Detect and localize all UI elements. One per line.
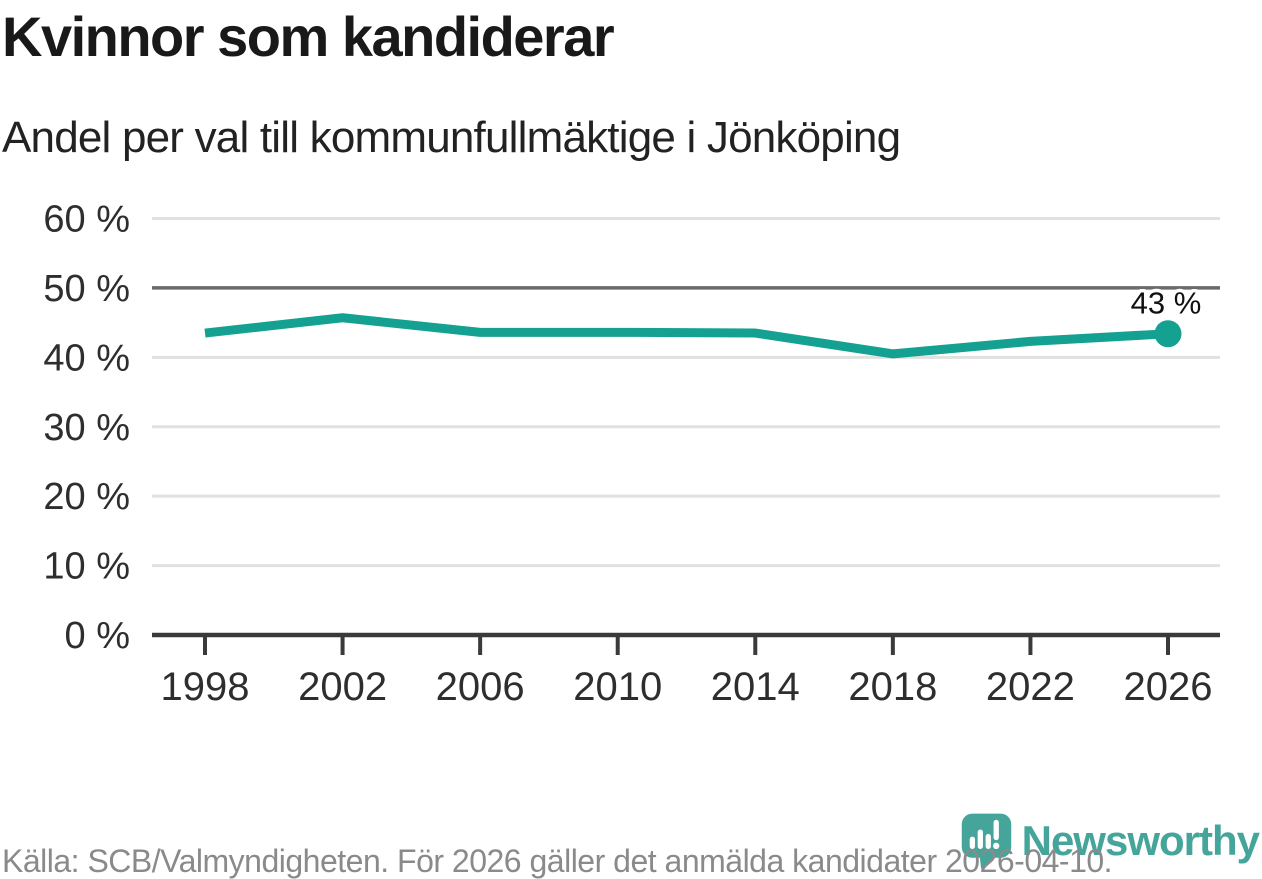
- y-tick-labels: 0 % 10 % 20 % 30 % 40 % 50 % 60 %: [43, 199, 130, 658]
- data-series: [204, 313, 1169, 359]
- x-tick-label: 2022: [986, 665, 1075, 709]
- x-tick-label: 2018: [848, 665, 937, 709]
- newsworthy-logo: Newsworthy: [960, 811, 1260, 871]
- x-tick-label: 2014: [711, 665, 800, 709]
- y-tick-label: 0 %: [65, 615, 130, 657]
- y-gridlines: [152, 217, 1220, 638]
- newsworthy-pin-barchart-icon: [960, 811, 1013, 871]
- chart-subtitle: Andel per val till kommunfullmäktige i J…: [2, 113, 901, 162]
- x-tick-label: 2002: [298, 665, 387, 709]
- newsworthy-wordmark: Newsworthy: [1021, 817, 1260, 864]
- y-tick-label: 30 %: [43, 407, 130, 449]
- end-point: 43 %: [1127, 282, 1205, 348]
- x-ticks: [203, 635, 1170, 655]
- x-tick-labels: 1998 2002 2006 2010 2014 2018 2022 2026: [161, 665, 1213, 709]
- y-tick-label: 50 %: [43, 268, 130, 310]
- x-tick-label: 1998: [161, 665, 250, 709]
- end-point-marker: [1154, 320, 1182, 348]
- end-value-label: 43 %: [1131, 286, 1202, 321]
- x-tick-label: 2010: [573, 665, 662, 709]
- y-tick-label: 40 %: [43, 337, 130, 379]
- chart-title: Kvinnor som kandiderar: [2, 5, 615, 68]
- x-tick-label: 2006: [436, 665, 525, 709]
- x-tick-label: 2026: [1124, 665, 1213, 709]
- source-text: Källa: SCB/Valmyndigheten. För 2026 gäll…: [2, 843, 1113, 879]
- y-tick-label: 20 %: [43, 476, 130, 518]
- y-tick-label: 10 %: [43, 546, 130, 588]
- y-tick-label: 60 %: [43, 199, 130, 241]
- data-line: [204, 313, 1169, 359]
